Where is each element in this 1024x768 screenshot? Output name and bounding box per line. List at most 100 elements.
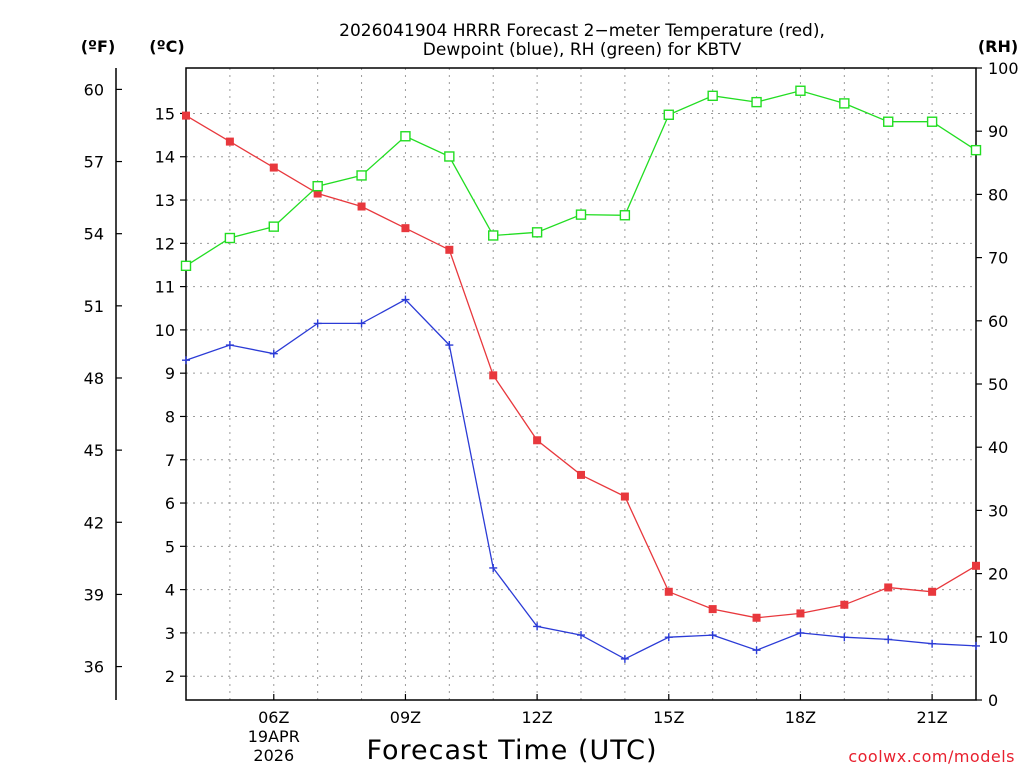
fahrenheit-tick-label: 57: [84, 153, 104, 172]
temperature-point: [225, 137, 234, 146]
rh-point: [444, 151, 455, 162]
x-tick-label: 12Z: [521, 708, 552, 727]
x-axis-title: Forecast Time (UTC): [366, 735, 657, 766]
grid: [186, 68, 976, 700]
temperature-point: [269, 163, 278, 172]
dewpoint-point: [182, 356, 190, 365]
temperature-point: [577, 470, 585, 479]
dewpoint-point: [884, 635, 893, 644]
rh-tick-label: 70: [988, 249, 1008, 268]
rh-point: [707, 90, 718, 102]
x-tick-label: 09Z: [390, 708, 421, 727]
rh-point: [575, 209, 587, 220]
temperature-point: [620, 492, 629, 501]
x-tick-label: 06Z: [258, 708, 289, 727]
rh-point: [926, 116, 938, 127]
rh-tick-label: 100: [988, 59, 1019, 78]
rh-point: [751, 96, 762, 108]
temperature-point: [664, 587, 673, 596]
fahrenheit-tick-label: 42: [84, 513, 104, 532]
temperature-point: [972, 561, 980, 570]
temperature-point: [796, 609, 805, 618]
rh-tick-label: 90: [988, 122, 1008, 141]
x-date-label: 19APR: [248, 727, 300, 746]
fahrenheit-tick-label: 48: [84, 369, 104, 388]
celsius-tick-label: 8: [165, 407, 175, 426]
dewpoint-point: [577, 631, 585, 640]
dewpoint-point: [269, 349, 278, 358]
rh-tick-label: 40: [988, 438, 1008, 457]
rh-point: [268, 221, 279, 232]
rh-point: [795, 85, 806, 96]
rh-point: [488, 230, 499, 241]
dewpoint-point: [357, 319, 366, 328]
fahrenheit-tick-label: 51: [84, 297, 104, 316]
dewpoint-point: [708, 631, 717, 640]
dewpoint-point: [620, 654, 629, 663]
temperature-point: [708, 605, 717, 614]
celsius-tick-label: 5: [165, 537, 175, 556]
fahrenheit-tick-label: 60: [84, 80, 104, 99]
rh-tick-label: 20: [988, 565, 1008, 584]
rh-unit-label: (RH): [978, 37, 1018, 56]
celsius-tick-label: 10: [155, 321, 175, 340]
dewpoint-point: [752, 646, 761, 655]
temperature-point: [445, 245, 454, 254]
dewpoint-point: [796, 628, 805, 637]
rh-point: [970, 144, 982, 156]
dewpoint-line: [185, 298, 977, 660]
dewpoint-point: [445, 341, 454, 350]
temperature-point: [357, 202, 366, 211]
credit-label: coolwx.com/models: [848, 747, 1015, 766]
fahrenheit-unit-label: (ºF): [81, 37, 116, 56]
celsius-tick-label: 2: [165, 667, 175, 686]
series: [180, 85, 982, 663]
celsius-tick-label: 12: [155, 234, 175, 253]
dewpoint-point: [840, 633, 849, 642]
dewpoint-point: [313, 319, 322, 328]
rh-point: [663, 109, 674, 120]
x-tick-label: 21Z: [916, 708, 947, 727]
temperature-point: [840, 600, 849, 609]
x-tick-label: 18Z: [785, 708, 816, 727]
celsius-unit-label: (ºC): [149, 37, 184, 56]
rh-tick-label: 0: [988, 691, 998, 710]
celsius-tick-label: 11: [155, 278, 175, 297]
celsius-tick-label: 9: [165, 364, 175, 383]
dewpoint-point: [928, 639, 937, 648]
rh-tick-label: 80: [988, 185, 1008, 204]
dewpoint-point: [533, 622, 542, 631]
rh-point: [883, 116, 894, 127]
rh-point: [356, 170, 367, 181]
temperature-point: [489, 371, 498, 380]
dewpoint-point: [664, 633, 673, 642]
fahrenheit-tick-label: 54: [84, 225, 104, 244]
dewpoint-point: [225, 341, 234, 350]
temperature-point: [313, 189, 322, 198]
fahrenheit-tick-label: 36: [84, 658, 104, 677]
temperature-point: [752, 613, 761, 622]
rh-point: [619, 210, 631, 221]
temperature-point: [182, 111, 190, 120]
x-tick-label: 15Z: [653, 708, 684, 727]
rh-point: [224, 232, 236, 244]
rh-tick-label: 10: [988, 628, 1008, 647]
dewpoint-point: [972, 641, 980, 650]
rh-point: [531, 227, 543, 238]
celsius-tick-label: 14: [155, 148, 175, 167]
rh-point: [180, 260, 192, 272]
celsius-tick-label: 13: [155, 191, 175, 210]
dewpoint-point: [489, 563, 498, 572]
temperature-point: [884, 583, 893, 592]
celsius-tick-label: 7: [165, 451, 175, 470]
celsius-tick-label: 3: [165, 624, 175, 643]
temperature-line: [185, 115, 977, 619]
rh-tick-label: 50: [988, 375, 1008, 394]
rh-point: [839, 98, 850, 109]
rh-point: [312, 180, 323, 192]
fahrenheit-tick-label: 39: [84, 585, 104, 604]
x-year-label: 2026: [253, 746, 294, 765]
rh-point: [400, 131, 411, 142]
temperature-point: [401, 224, 410, 233]
